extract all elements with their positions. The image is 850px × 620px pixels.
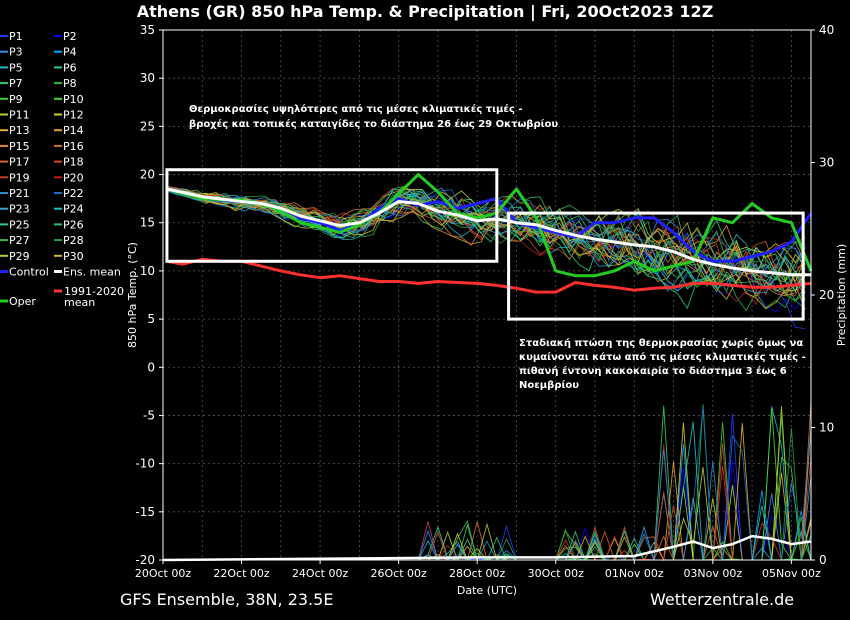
legend-label: P3 [9,46,23,59]
legend-label: P9 [9,93,23,106]
legend-label: Oper [9,295,36,308]
legend-label: P18 [63,156,84,169]
legend-label: P10 [63,93,84,106]
y-tick-label: 15 [140,216,155,230]
legend-label: P20 [63,171,84,184]
x-tick-label: 28Oct 00z [449,567,506,580]
ensemble-member-precip-line [163,407,811,561]
legend-label: P1 [9,30,23,43]
annotation-text: Νοεμβρίου [519,379,579,391]
y-tick-label: 0 [147,360,155,374]
chart-title: Athens (GR) 850 hPa Temp. & Precipitatio… [137,2,714,22]
legend-label: P24 [63,203,84,216]
x-tick-label: 05Nov 00z [762,567,821,580]
y2-tick-label: 40 [819,23,834,37]
y-tick-label: 5 [147,312,155,326]
legend-label: P12 [63,109,84,122]
y-tick-label: -15 [135,505,155,519]
x-tick-label: 01Nov 00z [605,567,664,580]
ensemble-member-precip-line [163,404,811,561]
legend-label: P29 [9,250,30,263]
y2-tick-label: 30 [819,156,834,170]
y2-tick-label: 10 [819,421,834,435]
ensemble-member-precip-line [163,421,811,561]
annotation-text: βροχές και τοπικές καταιγίδες το διάστημ… [189,118,558,130]
highlight-box [507,211,805,321]
legend-label: P6 [63,61,77,74]
y2-tick-label: 20 [819,288,834,302]
x-tick-label: 22Oct 00z [213,567,270,580]
y-tick-label: 30 [140,71,155,85]
legend-label: P25 [9,218,30,231]
legend-label: P17 [9,156,30,169]
legend-label: P23 [9,203,30,216]
legend-label: P7 [9,77,23,90]
legend-label: P14 [63,124,84,137]
legend-label: Control [9,266,49,279]
ensemble-member-line [166,188,806,288]
annotation-text: Θερμοκρασίες υψηλότερες από τις μέσες κλ… [189,103,523,115]
ensemble-member-precip-line [163,406,811,561]
y-tick-label: 25 [140,119,155,133]
ensemble-member-precip-line [163,405,811,561]
y-tick-label: -20 [135,553,155,567]
legend-label: P2 [63,30,77,43]
legend-label: P21 [9,187,30,200]
ensemble-member-precip-line [163,401,812,561]
legend-label: P11 [9,109,30,122]
y-tick-label: 20 [140,168,155,182]
legend-label: 1991-2020 [64,285,124,298]
series-line-ens-mean [166,187,811,277]
x-tick-label: 20Oct 00z [135,567,192,580]
legend-label: P13 [9,124,30,137]
y-axis-label: 850 hPa Temp. (°C) [126,242,139,348]
x-tick-label: 24Oct 00z [292,567,349,580]
ensemble-member-precip-line [163,423,811,562]
ensemble-member-precip-line [163,406,811,561]
model-location-label: GFS Ensemble, 38N, 23.5E [120,590,334,609]
legend-label: P16 [63,140,84,153]
legend-label: P27 [9,234,30,247]
x-axis-label: Date (UTC) [457,584,517,597]
annotation-text: κυμαίνονται κάτω από τις μέσες κλιματικέ… [519,351,806,363]
y2-tick-label: 0 [819,553,827,567]
y-tick-label: 35 [140,23,155,37]
legend-label: P19 [9,171,30,184]
ensemble-member-precip-line [163,422,811,561]
y-tick-label: 10 [140,264,155,278]
highlight-box [165,168,499,263]
legend-label: P30 [63,250,84,263]
ensemble-member-precip-line [163,413,811,561]
y-tick-label: -5 [143,408,155,422]
x-tick-label: 30Oct 00z [528,567,585,580]
source-label: Wetterzentrale.de [650,590,795,609]
series-line-oper [166,173,813,278]
legend-label: P4 [63,46,77,59]
legend-label: Ens. mean [63,266,121,279]
annotation-text: πιθανή έντονη κακοκαιρία το διάστημα 3 έ… [519,365,787,377]
x-tick-label: 26Oct 00z [370,567,427,580]
series-line-ens-mean-precipitation [162,534,812,562]
y2-axis-label: Precipitation (mm) [835,244,848,346]
x-tick-label: 03Nov 00z [683,567,742,580]
legend-label: P26 [63,218,84,231]
legend-label: P8 [63,77,77,90]
legend-label: mean [64,296,95,309]
legend-label: P22 [63,187,84,200]
annotation-text: Σταδιακή πτώση της θερμοκρασίας χωρίς όμ… [519,337,803,349]
series-line-1991-2020-mean [166,257,812,294]
ensemble-member-precip-line [163,408,812,562]
legend-label: P15 [9,140,30,153]
y-tick-label: -10 [135,457,155,471]
legend-label: P28 [63,234,84,247]
ensemble-member-precip-line [163,422,812,561]
legend-label: P5 [9,61,23,74]
series-line-control [166,187,813,263]
